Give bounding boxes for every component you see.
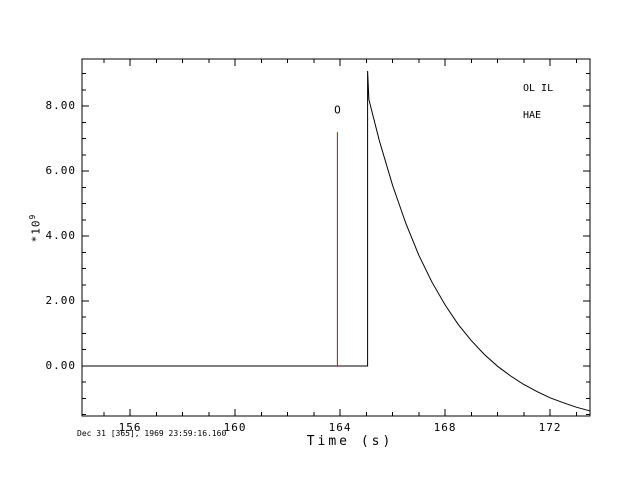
y-tick-label: 2.00 — [45, 294, 76, 307]
y-tick-label: 6.00 — [45, 164, 76, 178]
x-tick-label: 172 — [538, 421, 562, 434]
legend: OL IL HAE — [523, 66, 553, 138]
x-axis-title: Time (s) — [306, 434, 394, 449]
y-axis-title: *109 — [28, 200, 44, 256]
x-tick-label: 160 — [223, 421, 247, 434]
x-tick-label: 168 — [433, 421, 457, 434]
plot-border — [81, 58, 591, 417]
x-tick-label: 164 — [328, 421, 352, 434]
x-tick-label: 156 — [118, 421, 142, 434]
legend-line-1: OL IL — [523, 83, 554, 94]
y-axis-title-exponent: 9 — [28, 213, 37, 220]
y-tick-label: 0.00 — [45, 358, 76, 372]
y-tick-label: 4.00 — [45, 229, 76, 243]
timestamp-annotation: Dec 31 [365], 1969 23:59:16.160 — [77, 429, 227, 438]
y-tick-label: 8.00 — [45, 99, 76, 113]
main-trace-trace — [82, 70, 590, 412]
marker-O: O — [334, 103, 341, 116]
legend-line-2: HAE — [523, 110, 542, 121]
